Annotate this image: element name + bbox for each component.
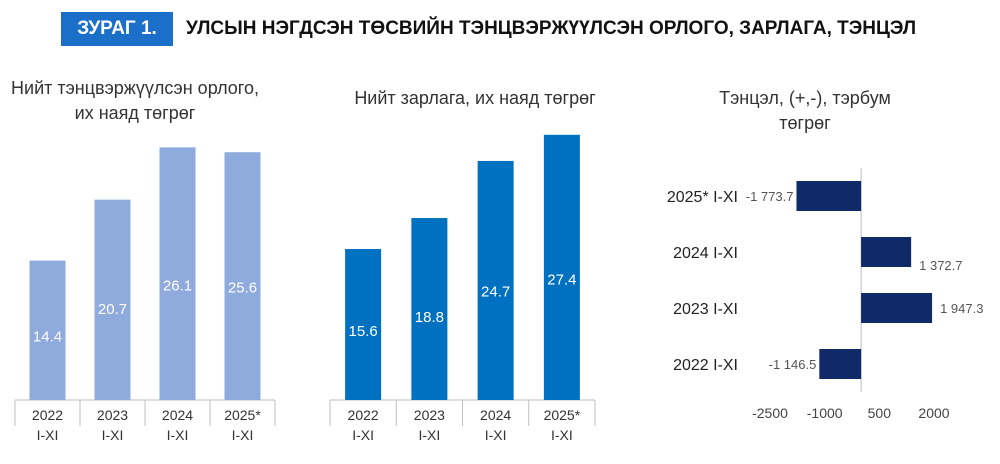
balance-category-label: 2025* I-XI (667, 189, 738, 206)
revenue-category-period: I-XI (232, 427, 254, 443)
revenue-data-label: 25.6 (228, 279, 257, 296)
balance-x-tick-label: -2500 (752, 405, 788, 421)
revenue-data-label: 26.1 (163, 277, 192, 294)
expenditure-category-year: 2024 (480, 407, 511, 423)
expenditure-category-period: I-XI (418, 427, 440, 443)
balance-bar (819, 349, 862, 379)
figure-title: УЛСЫН НЭГДСЭН ТӨСВИЙН ТЭНЦВЭРЖҮҮЛСЭН ОРЛ… (186, 18, 917, 39)
expenditure-category-period: I-XI (551, 427, 573, 443)
balance-x-tick-label: -1000 (807, 405, 843, 421)
revenue-category-year: 2022 (32, 407, 63, 423)
expenditure-data-label: 27.4 (547, 272, 576, 289)
balance-data-label: -1 146.5 (769, 357, 817, 372)
expenditure-category-period: I-XI (485, 427, 507, 443)
revenue-chart-title: Нийт тэнцвэржүүлсэн орлого, их наяд төгр… (11, 78, 259, 123)
revenue-data-label: 20.7 (98, 301, 127, 318)
expenditure-category-year: 2025* (544, 407, 581, 423)
balance-data-label: 1 372.7 (919, 258, 962, 273)
balance-bar (861, 293, 933, 323)
balance-chart-title: Тэнцэл, (+,-), тэрбум төгрөг (719, 88, 891, 133)
revenue-category-period: I-XI (167, 427, 189, 443)
expenditure-bar (477, 160, 514, 400)
revenue-bar (224, 152, 261, 400)
balance-bar (861, 237, 912, 267)
expenditure-data-label: 18.8 (415, 309, 444, 326)
balance-category-label: 2022 I-XI (673, 357, 738, 374)
figure-label: ЗУРАГ 1. (61, 12, 173, 46)
expenditure-data-label: 15.6 (349, 323, 378, 340)
revenue-data-label: 14.4 (33, 328, 62, 345)
balance-bar (796, 181, 862, 211)
expenditure-bar (411, 218, 448, 400)
expenditure-bar (345, 249, 382, 400)
revenue-category-period: I-XI (102, 427, 124, 443)
revenue-category-year: 2023 (97, 407, 128, 423)
balance-x-tick-label: 500 (868, 405, 892, 421)
revenue-bar (159, 147, 196, 400)
expenditure-chart-title: Нийт зарлага, их наяд төгрөг (354, 88, 596, 108)
expenditure-category-year: 2022 (348, 407, 379, 423)
revenue-category-period: I-XI (37, 427, 59, 443)
balance-data-label: -1 773.7 (746, 189, 794, 204)
balance-x-tick-label: 2000 (918, 405, 949, 421)
balance-category-label: 2024 I-XI (673, 245, 738, 262)
expenditure-category-period: I-XI (352, 427, 374, 443)
revenue-bar (29, 260, 66, 400)
balance-category-label: 2023 I-XI (673, 301, 738, 318)
revenue-category-year: 2025* (224, 407, 261, 423)
expenditure-bar (543, 134, 580, 401)
revenue-category-year: 2024 (162, 407, 193, 423)
expenditure-category-year: 2023 (414, 407, 445, 423)
expenditure-data-label: 24.7 (481, 283, 510, 300)
balance-data-label: 1 947.3 (940, 301, 983, 316)
revenue-bar (94, 199, 131, 400)
